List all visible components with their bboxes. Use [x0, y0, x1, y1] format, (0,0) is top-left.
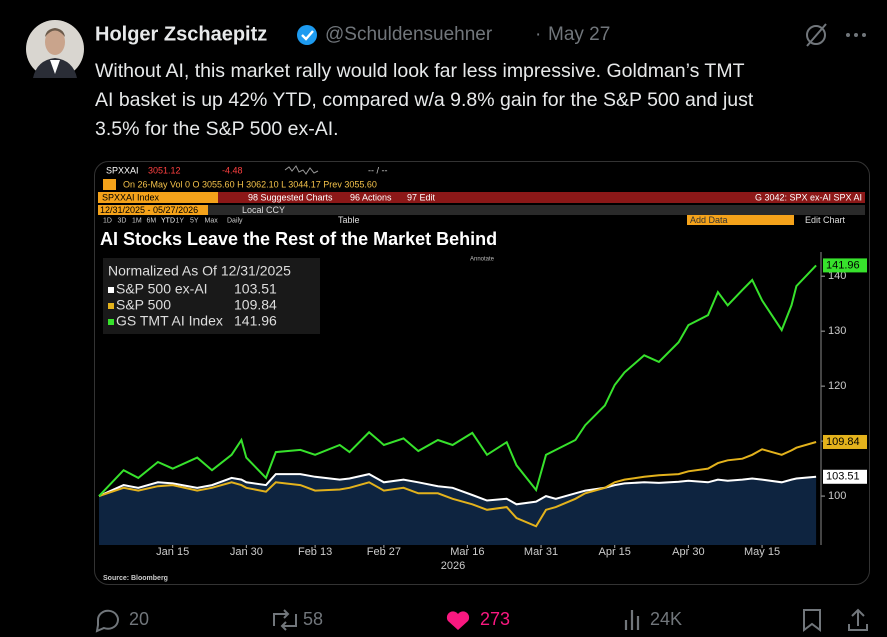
avatar[interactable]	[26, 20, 84, 78]
legend-label: S&P 500	[116, 297, 171, 313]
legend-value: 109.84	[234, 297, 277, 313]
period-button[interactable]: 5Y	[190, 217, 199, 224]
menu-item[interactable]: 97 Edit	[407, 192, 436, 202]
post-date[interactable]: May 27	[548, 24, 610, 45]
x-tick-label: Feb 27	[367, 546, 401, 558]
add-data-box	[687, 215, 794, 225]
x-tick-label: Mar 16	[450, 546, 484, 558]
period-button[interactable]: 1D	[103, 217, 112, 224]
quote-extra: -- / --	[368, 165, 388, 175]
legend-label: GS TMT AI Index	[116, 313, 223, 329]
verified-badge	[297, 25, 317, 45]
table-button[interactable]: Table	[338, 215, 360, 225]
share-button[interactable]	[848, 608, 868, 631]
menu-item[interactable]: 96 Actions	[350, 192, 392, 202]
view-count: 24K	[650, 609, 682, 629]
like-button[interactable]: 273	[446, 609, 510, 630]
period-button[interactable]: YTD	[161, 217, 175, 224]
period-button[interactable]: 6M	[147, 217, 157, 224]
y-tick-label: 140	[828, 270, 846, 282]
menu-item[interactable]: 98 Suggested Charts	[248, 192, 333, 202]
legend-title: Normalized As Of 12/31/2025	[108, 263, 291, 279]
y-tick-label: 120	[828, 380, 846, 392]
ticker: SPXXAI	[106, 165, 139, 175]
last-value-label: 141.96	[826, 259, 860, 271]
x-tick-label: Jan 30	[230, 546, 263, 558]
series-area	[99, 474, 817, 545]
legend-label: S&P 500 ex-AI	[116, 281, 208, 297]
x-tick-label: May 15	[744, 546, 780, 558]
legend-swatch	[108, 319, 114, 325]
period-button[interactable]: Daily	[227, 217, 243, 224]
reply-count: 20	[129, 609, 149, 629]
last-value-box	[823, 434, 867, 449]
sparkline	[284, 165, 319, 175]
price: 3051.12	[148, 165, 181, 175]
legend-value: 141.96	[234, 313, 277, 329]
series-line	[98, 264, 817, 497]
period-button[interactable]: Max	[205, 217, 219, 224]
chart-image[interactable]: SPXXAI 3051.12 -4.48 -- / -- On 26-May V…	[94, 161, 870, 585]
range-bar	[98, 205, 865, 215]
like-count: 273	[480, 609, 510, 629]
currency[interactable]: Local CCY	[242, 205, 285, 215]
x-tick-label: Jan 15	[156, 546, 189, 558]
quote-row: On 26-May Vol 0 O 3055.60 H 3062.10 L 30…	[123, 179, 377, 189]
repost-button[interactable]: 58	[273, 609, 323, 631]
change: -4.48	[222, 165, 243, 175]
x-tick-label: Mar 31	[524, 546, 558, 558]
menu-bar	[98, 192, 865, 203]
views-button[interactable]: 24K	[624, 609, 682, 630]
reply-button[interactable]: 20	[95, 609, 149, 633]
author-name[interactable]: Holger Zschaepitz	[95, 23, 267, 45]
author-handle[interactable]: @Schuldensuehner	[325, 24, 493, 45]
x-tick-label: Apr 15	[599, 546, 631, 558]
period-button[interactable]: 1Y	[176, 217, 185, 224]
date-range[interactable]: 12/31/2025 - 05/27/2026	[100, 205, 198, 215]
separator: ·	[535, 24, 541, 45]
post-text-line: Without AI, this market rally would look…	[95, 60, 745, 82]
edit-chart[interactable]: Edit Chart	[805, 215, 846, 225]
x-year: 2026	[441, 560, 465, 572]
legend-value: 103.51	[234, 281, 277, 297]
last-value-label: 103.51	[826, 471, 860, 483]
legend-swatch	[108, 287, 114, 293]
x-tick-label: Feb 13	[298, 546, 332, 558]
legend-swatch	[108, 303, 114, 309]
chart-id: G 3042: SPX ex-AI SPX AI	[755, 192, 862, 202]
add-data[interactable]: Add Data	[690, 215, 728, 225]
repost-count: 58	[303, 609, 323, 629]
post-text-line: AI basket is up 42% YTD, compared w/a 9.…	[95, 89, 754, 111]
period-button[interactable]: 1M	[132, 217, 142, 224]
series-line	[98, 473, 817, 506]
bookmark-button[interactable]	[803, 609, 821, 632]
y-tick-label: 130	[828, 325, 846, 337]
x-tick-label: Apr 30	[672, 546, 704, 558]
security-box	[98, 192, 218, 203]
source: Source: Bloomberg	[103, 575, 168, 582]
tag	[103, 179, 116, 190]
last-value-label: 109.84	[826, 436, 860, 448]
series-line	[98, 441, 817, 528]
annotate[interactable]: Annotate	[470, 257, 495, 263]
period-button[interactable]: 3D	[118, 217, 127, 224]
chart-title: AI Stocks Leave the Rest of the Market B…	[100, 229, 497, 249]
legend-box	[103, 258, 320, 334]
security: SPXXAI Index	[102, 192, 160, 202]
range-box	[98, 205, 208, 215]
post-text-line: 3.5% for the S&P 500 ex-AI.	[95, 118, 339, 140]
grok-icon[interactable]	[806, 23, 827, 47]
y-tick-label: 100	[828, 490, 846, 502]
more-icon[interactable]	[846, 33, 866, 37]
last-value-box	[823, 469, 867, 484]
last-value-box	[823, 258, 867, 273]
